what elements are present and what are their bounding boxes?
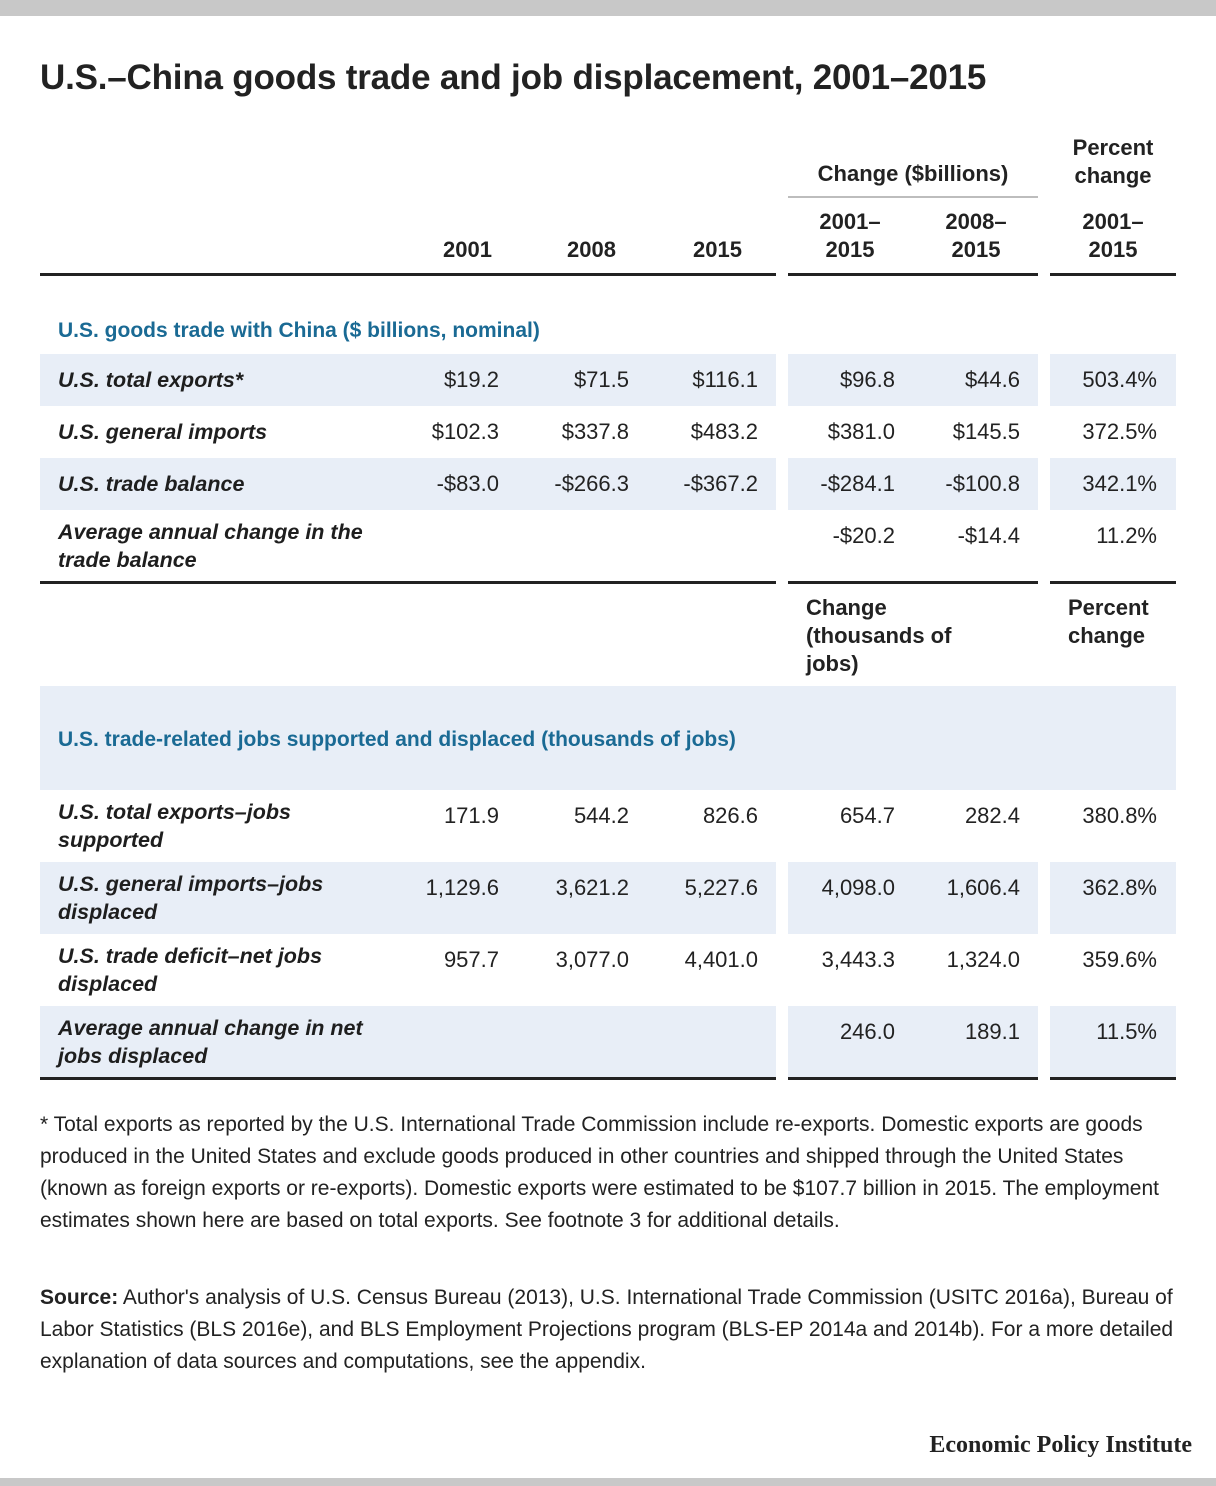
- cell-change-2001-2015: $96.8: [839, 367, 895, 392]
- cell-percent-change: 362.8%: [1082, 875, 1157, 900]
- col-header-percent-2001-2015: 2001– 2015: [1060, 208, 1166, 264]
- cell-change-2001-2015: 4,098.0: [821, 875, 895, 900]
- cell-change-2008-2015: $44.6: [964, 367, 1020, 392]
- top-border-bar: [0, 0, 1216, 16]
- section2-heading: U.S. trade-related jobs supported and di…: [58, 728, 736, 751]
- cell-2001: 957.7: [443, 947, 499, 972]
- cell-change-2008-2015: 1,324.0: [946, 947, 1020, 972]
- cell-2015: 826.6: [702, 803, 758, 828]
- row-shade-mid: [788, 354, 1038, 406]
- row-shade-left: [40, 354, 776, 406]
- row-shade-right: [1050, 862, 1176, 934]
- table-bottom-rule-right: [1050, 1077, 1176, 1080]
- row-shade-left: [40, 458, 776, 510]
- section1-rule-middle: [788, 581, 1038, 584]
- col-header-change-2001-2015-line2: 2015: [825, 237, 875, 262]
- row-shade-right: [1050, 458, 1176, 510]
- cell-2001: $19.2: [443, 367, 499, 392]
- percent-change-jobs-header: Percent change: [1068, 595, 1149, 648]
- cell-percent-change: 11.5%: [1096, 1019, 1157, 1044]
- row-shade-left: [40, 1006, 776, 1078]
- bottom-border-bar: [0, 1478, 1216, 1486]
- col-header-change-2001-2015-line1: 2001–: [819, 209, 881, 234]
- cell-change-2001-2015: 3,443.3: [821, 947, 895, 972]
- cell-change-2008-2015: -$100.8: [945, 471, 1020, 496]
- cell-change-2008-2015: -$14.4: [957, 523, 1020, 548]
- cell-2008: -$266.3: [554, 471, 629, 496]
- header-rule-left: [40, 273, 776, 276]
- cell-change-2008-2015: 1,606.4: [946, 875, 1020, 900]
- row-label: U.S. trade balance: [58, 472, 245, 496]
- cell-percent-change: 503.4%: [1082, 367, 1157, 392]
- cell-change-2008-2015: $145.5: [952, 419, 1020, 444]
- row-label: U.S. trade deficit–net jobs displaced: [58, 944, 323, 996]
- section1-rule-right: [1050, 581, 1176, 584]
- cell-percent-change: 380.8%: [1082, 803, 1157, 828]
- cell-2008: $337.8: [561, 419, 629, 444]
- cell-2015: $116.1: [692, 367, 758, 392]
- cell-change-2008-2015: 189.1: [964, 1019, 1020, 1044]
- section1-rule-left: [40, 581, 776, 584]
- cell-change-2001-2015: -$20.2: [832, 523, 895, 548]
- cell-2008: $71.5: [573, 367, 629, 392]
- col-header-2015: 2015: [693, 237, 742, 262]
- cell-change-2001-2015: 654.7: [839, 803, 895, 828]
- header-rule-right: [1050, 273, 1176, 276]
- change-jobs-group-header: Change (thousands of jobs): [806, 595, 952, 676]
- col-header-2001: 2001: [443, 237, 492, 262]
- cell-2001: $102.3: [431, 419, 499, 444]
- cell-percent-change: 11.2%: [1096, 523, 1157, 548]
- page-title: U.S.–China goods trade and job displacem…: [40, 58, 987, 97]
- cell-change-2001-2015: $381.0: [827, 419, 895, 444]
- table-bottom-rule-left: [40, 1077, 776, 1080]
- col-header-change-2008-2015-line1: 2008–: [945, 209, 1007, 234]
- row-label: U.S. total exports*: [58, 368, 244, 392]
- change-group-underline: [788, 196, 1038, 198]
- row-shade-right: [1050, 354, 1176, 406]
- cell-2008: 544.2: [573, 803, 629, 828]
- cell-2001: 171.9: [443, 803, 499, 828]
- row-label: U.S. total exports–jobs supported: [58, 800, 291, 852]
- section2-heading-band: [40, 686, 1176, 790]
- col-header-percent-line2: 2015: [1088, 237, 1138, 262]
- cell-2015: 4,401.0: [684, 947, 758, 972]
- table-bottom-rule-middle: [788, 1077, 1038, 1080]
- source-note: Source: Author's analysis of U.S. Census…: [40, 1282, 1180, 1378]
- cell-change-2001-2015: 246.0: [839, 1019, 895, 1044]
- footnote: * Total exports as reported by the U.S. …: [40, 1113, 1159, 1232]
- cell-percent-change: 359.6%: [1082, 947, 1157, 972]
- header-rule-middle: [788, 273, 1038, 276]
- cell-change-2001-2015: -$284.1: [820, 471, 895, 496]
- row-shade-right: [1050, 1006, 1176, 1078]
- row-shade-mid: [788, 1006, 1038, 1078]
- cell-2008: 3,077.0: [555, 947, 629, 972]
- source-label: Source:: [40, 1286, 119, 1309]
- cell-percent-change: 342.1%: [1082, 471, 1157, 496]
- publisher-logo-text: Economic Policy Institute: [929, 1432, 1192, 1458]
- row-label: Average annual change in the trade balan…: [58, 520, 363, 572]
- cell-2015: -$367.2: [683, 471, 758, 496]
- source-text: Author's analysis of U.S. Census Bureau …: [40, 1286, 1174, 1373]
- row-label: U.S. general imports–jobs displaced: [58, 872, 324, 924]
- cell-2015: 5,227.6: [684, 875, 758, 900]
- row-shade-mid: [788, 458, 1038, 510]
- cell-2001: -$83.0: [436, 471, 499, 496]
- cell-2001: 1,129.6: [425, 875, 499, 900]
- cell-change-2008-2015: 282.4: [964, 803, 1020, 828]
- col-header-change-2008-2015-line2: 2015: [951, 237, 1001, 262]
- col-header-change-2008-2015: 2008– 2015: [926, 208, 1026, 264]
- cell-2015: $483.2: [690, 419, 758, 444]
- cell-2008: 3,621.2: [555, 875, 629, 900]
- col-header-change-2001-2015: 2001– 2015: [800, 208, 900, 264]
- section1-heading: U.S. goods trade with China ($ billions,…: [58, 319, 540, 342]
- col-header-percent-line1: 2001–: [1082, 209, 1144, 234]
- row-label: U.S. general imports: [58, 420, 268, 444]
- row-label: Average annual change in net jobs displa…: [58, 1016, 363, 1068]
- percent-change-group-header: Percent change: [1072, 135, 1154, 188]
- col-header-2008: 2008: [567, 237, 616, 262]
- change-billions-group-header: Change ($billions): [817, 161, 1009, 186]
- cell-percent-change: 372.5%: [1082, 419, 1157, 444]
- row-shade-mid: [788, 862, 1038, 934]
- row-shade-left: [40, 862, 776, 934]
